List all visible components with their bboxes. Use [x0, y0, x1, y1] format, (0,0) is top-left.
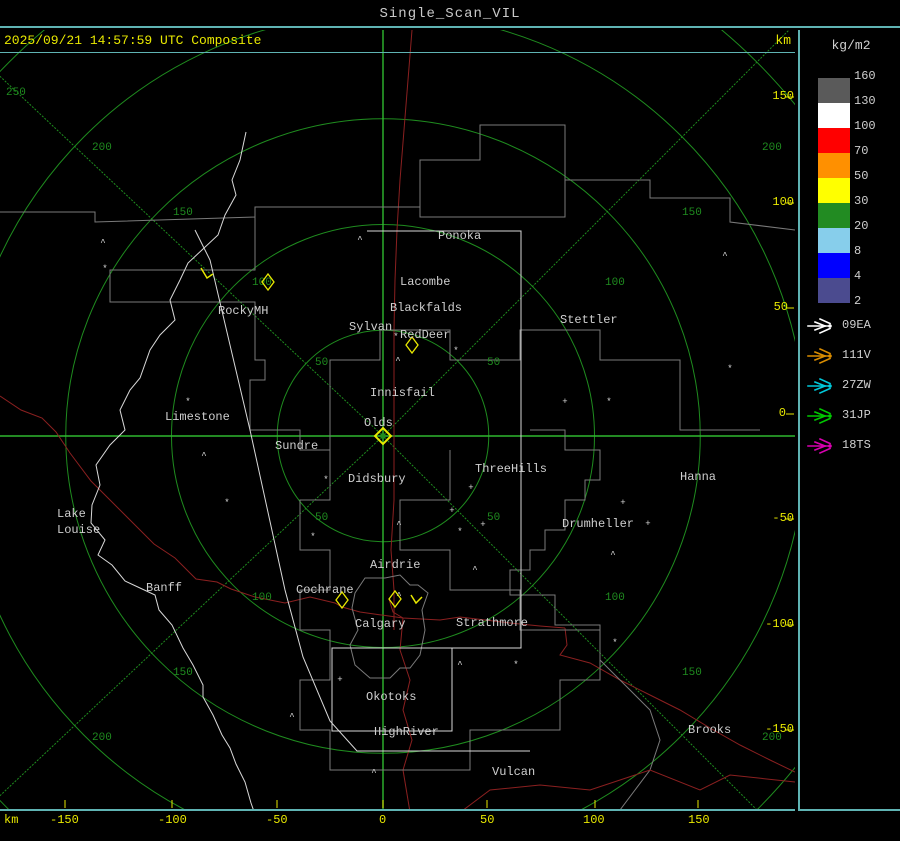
svg-text:+: + [468, 483, 473, 493]
svg-text:*: * [727, 364, 732, 374]
svg-text:Drumheller: Drumheller [562, 517, 634, 531]
svg-text:^: ^ [610, 550, 615, 560]
svg-text:*: * [224, 498, 229, 508]
svg-text:Vulcan: Vulcan [492, 765, 535, 779]
svg-text:*: * [310, 532, 315, 542]
svg-text:RedDeer: RedDeer [400, 328, 450, 342]
svg-text:Okotoks: Okotoks [366, 690, 416, 704]
svg-text:^: ^ [396, 520, 401, 530]
svg-text:100: 100 [605, 277, 625, 289]
svg-text:Hanna: Hanna [680, 470, 716, 484]
svg-text:Limestone: Limestone [165, 410, 230, 424]
svg-text:100: 100 [252, 277, 272, 289]
svg-text:Louise: Louise [57, 523, 100, 537]
svg-text:Innisfail: Innisfail [370, 386, 435, 400]
svg-text:200: 200 [92, 732, 112, 744]
svg-text:50: 50 [487, 357, 500, 369]
svg-text:+: + [645, 519, 650, 529]
svg-text:Brooks: Brooks [688, 723, 731, 737]
svg-text:*: * [612, 638, 617, 648]
svg-text:^: ^ [371, 768, 376, 778]
svg-text:Airdrie: Airdrie [370, 558, 420, 572]
svg-text:100: 100 [252, 592, 272, 604]
svg-text:Stettler: Stettler [560, 313, 618, 327]
svg-text:Lake: Lake [57, 507, 86, 521]
svg-text:+: + [562, 397, 567, 407]
svg-text:^: ^ [201, 451, 206, 461]
svg-text:Didsbury: Didsbury [348, 472, 406, 486]
svg-text:*: * [606, 397, 611, 407]
svg-text:^: ^ [472, 565, 477, 575]
svg-text:150: 150 [682, 207, 702, 219]
svg-text:+: + [449, 506, 454, 516]
svg-text:+: + [620, 498, 625, 508]
svg-text:RockyMH: RockyMH [218, 304, 268, 318]
svg-text:200: 200 [92, 142, 112, 154]
svg-text:200: 200 [762, 142, 782, 154]
svg-text:50: 50 [315, 512, 328, 524]
svg-text:*: * [453, 346, 458, 356]
svg-text:Sylvan: Sylvan [349, 320, 392, 334]
svg-text:*: * [457, 527, 462, 537]
svg-text:^: ^ [457, 660, 462, 670]
svg-text:50: 50 [315, 357, 328, 369]
svg-text:^: ^ [100, 238, 105, 248]
svg-text:150: 150 [682, 667, 702, 679]
svg-text:HighRiver: HighRiver [374, 725, 439, 739]
svg-text:150: 150 [173, 667, 193, 679]
svg-text:Cochrane: Cochrane [296, 583, 354, 597]
svg-text:Blackfalds: Blackfalds [390, 301, 462, 315]
svg-text:^: ^ [289, 712, 294, 722]
svg-text:ThreeHills: ThreeHills [475, 462, 547, 476]
svg-text:50: 50 [487, 512, 500, 524]
svg-text:150: 150 [173, 207, 193, 219]
svg-text:Lacombe: Lacombe [400, 275, 450, 289]
svg-text:^: ^ [722, 251, 727, 261]
svg-text:*: * [102, 264, 107, 274]
svg-text:*: * [513, 660, 518, 670]
svg-text:*: * [393, 332, 398, 342]
svg-text:Ponoka: Ponoka [438, 229, 481, 243]
svg-text:*: * [185, 397, 190, 407]
svg-text:+: + [337, 675, 342, 685]
svg-text:250: 250 [6, 87, 26, 99]
svg-text:Sundre: Sundre [275, 439, 318, 453]
svg-text:+: + [480, 520, 485, 530]
svg-text:Olds: Olds [364, 416, 393, 430]
svg-text:Strathmore: Strathmore [456, 616, 528, 630]
svg-text:Calgary: Calgary [355, 617, 405, 631]
svg-text:Banff: Banff [146, 581, 182, 595]
svg-text:^: ^ [357, 235, 362, 245]
svg-text:100: 100 [605, 592, 625, 604]
svg-text:^: ^ [395, 356, 400, 366]
svg-text:*: * [323, 475, 328, 485]
